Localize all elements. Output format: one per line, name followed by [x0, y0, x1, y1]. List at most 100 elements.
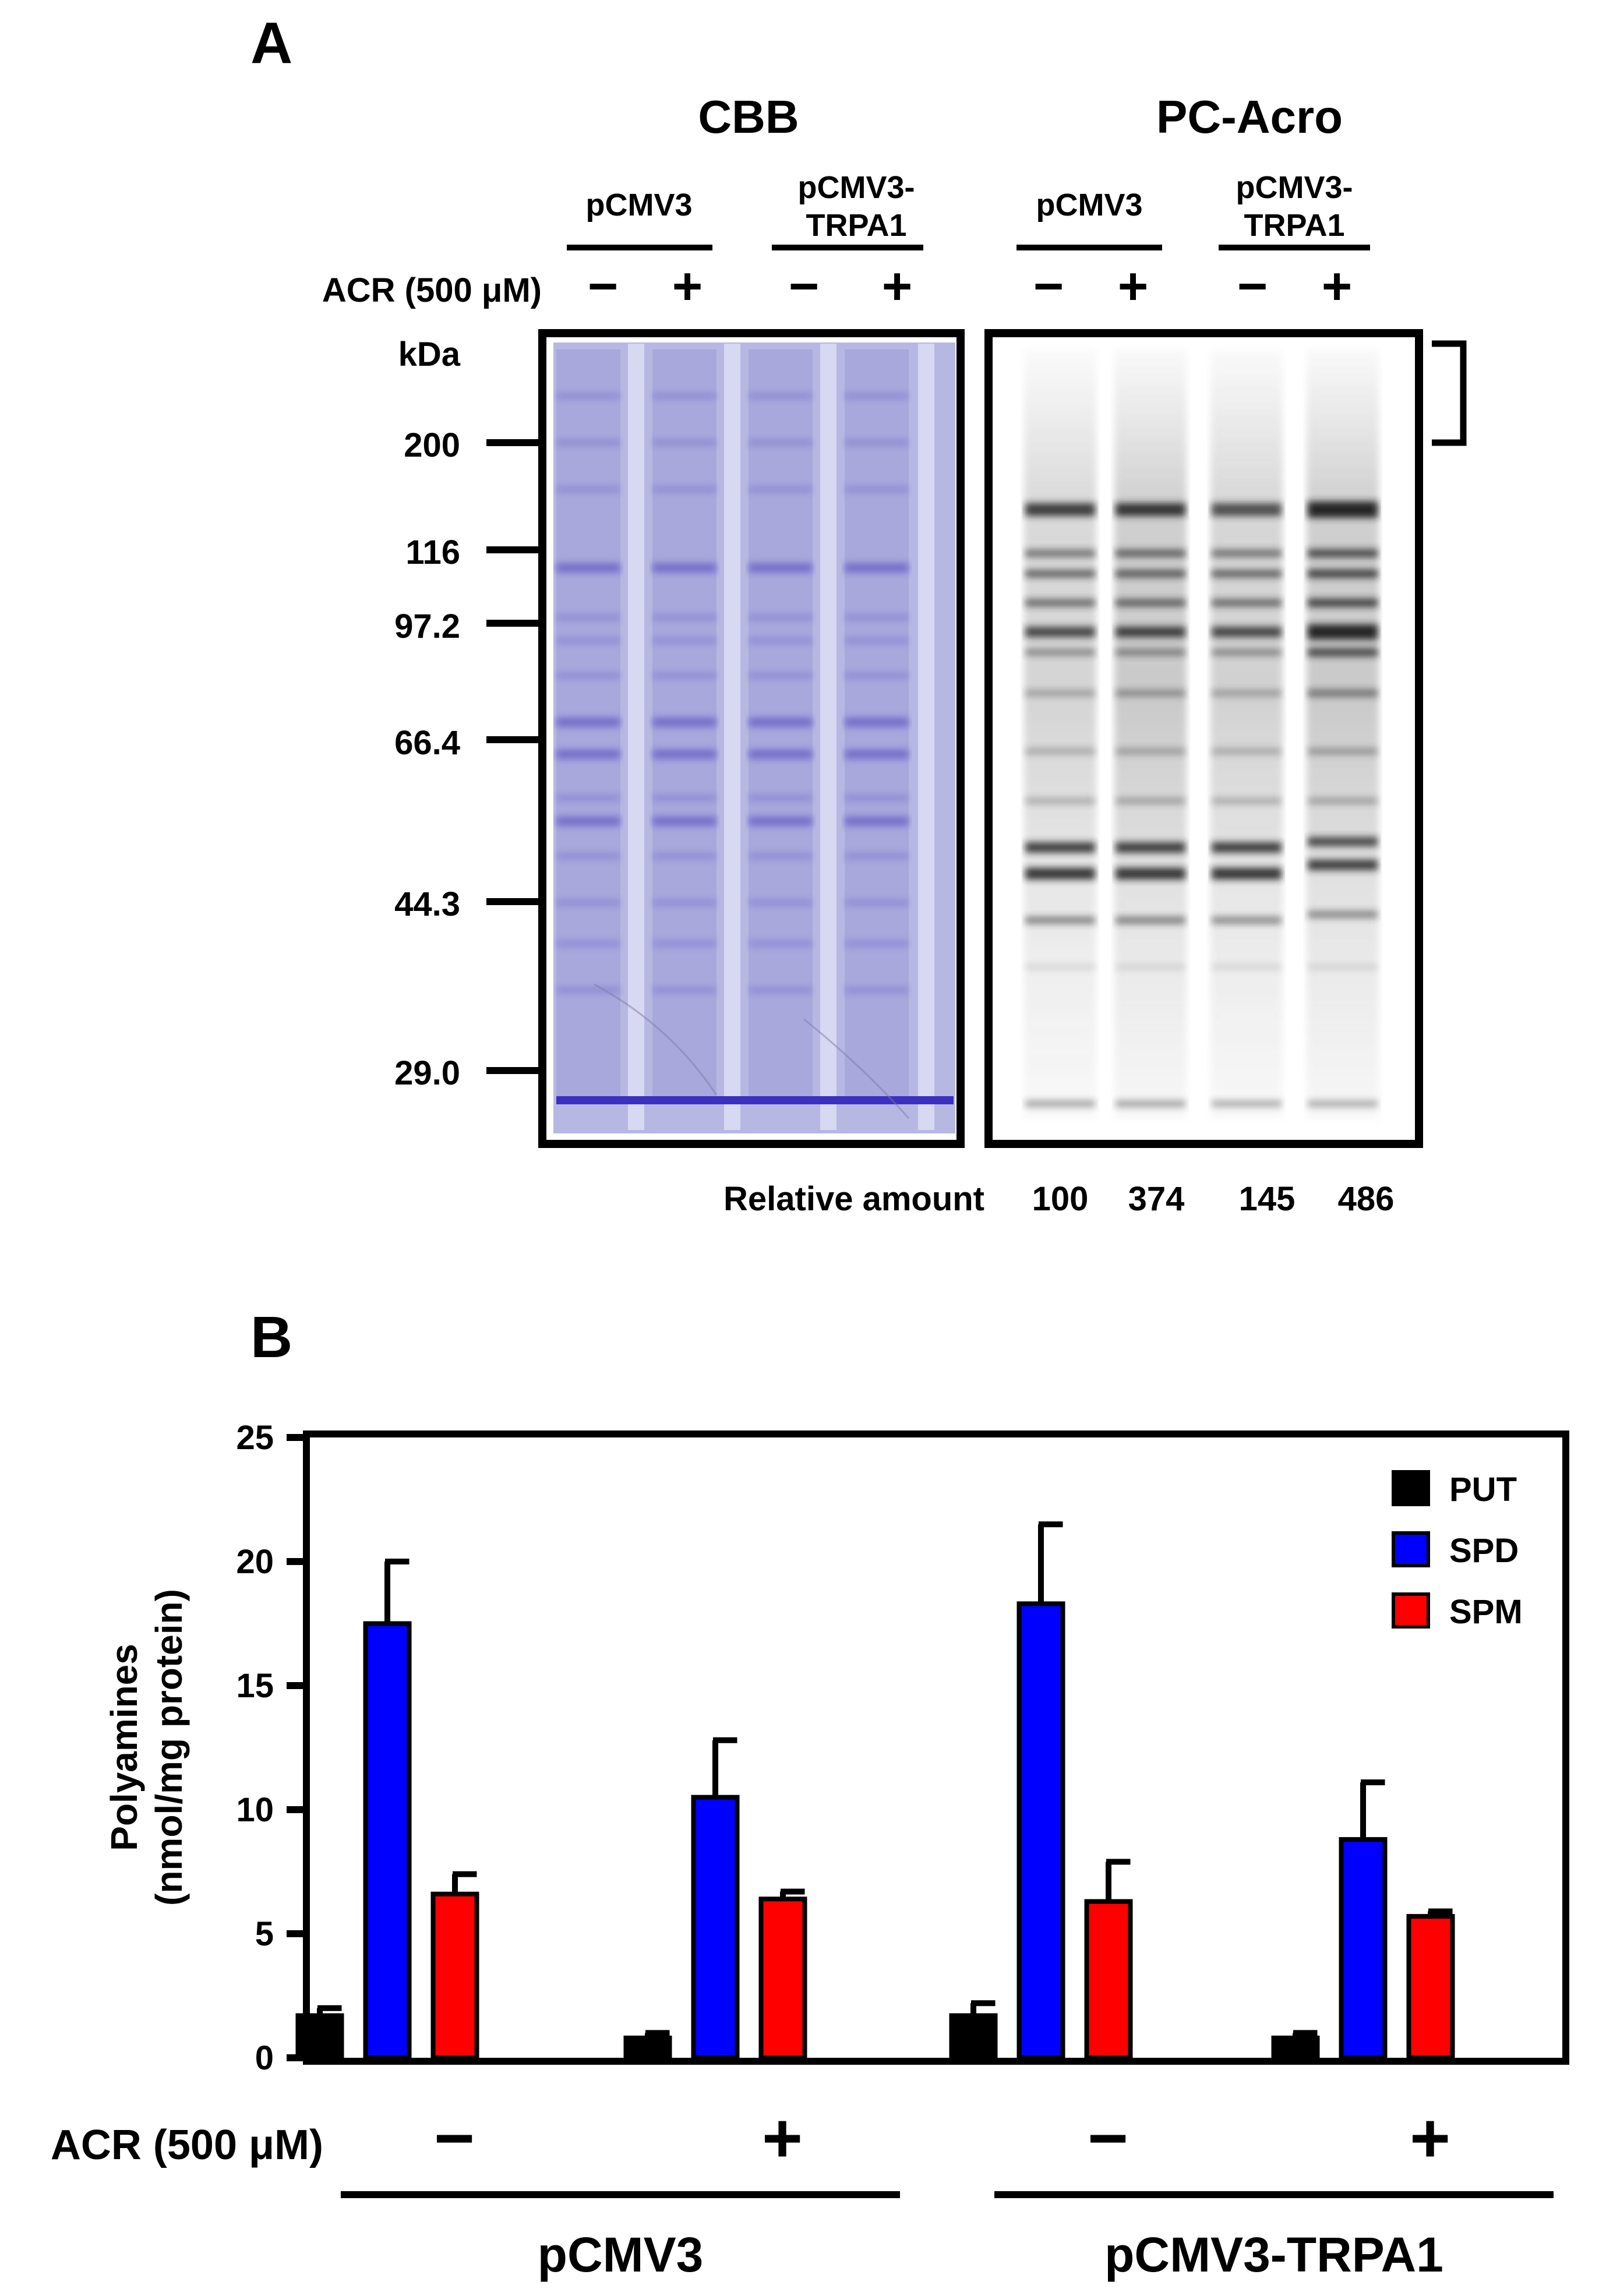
cbb-band	[845, 614, 909, 620]
cbb-band	[749, 795, 813, 801]
pcacro-lane-1	[1024, 349, 1096, 1118]
bar-group	[295, 1559, 479, 2061]
marker-tick	[486, 439, 545, 446]
marker-label: 116	[405, 534, 460, 571]
y-axis-label: Polyamines (nmol/mg protein)	[103, 1589, 190, 1906]
y-tick-label: 10	[236, 1791, 274, 1829]
legend-item-put: PUT	[1392, 1470, 1517, 1509]
lane-gap	[724, 344, 740, 1130]
group-label-pcmv3: pCMV3	[538, 2227, 704, 2282]
cbb-band	[652, 987, 716, 993]
bar-spm	[430, 1891, 479, 2061]
group-underline	[772, 245, 923, 250]
group-label-acro-trpa1-line1: pCMV3-	[1236, 170, 1353, 205]
cbb-band	[652, 718, 716, 727]
blot-band	[1025, 1101, 1095, 1107]
blot-band	[1212, 965, 1282, 969]
cbb-band	[652, 614, 716, 620]
marker-label: 66.4	[394, 724, 460, 762]
cbb-band	[556, 718, 620, 727]
cbb-band	[845, 987, 909, 993]
pcacro-blot-image	[984, 329, 1423, 1148]
bar-spd	[1016, 1601, 1065, 2060]
pcacro-title: PC-Acro	[1156, 91, 1343, 143]
cbb-band	[652, 941, 716, 946]
group-label-cbb-pcmv3: pCMV3	[585, 188, 692, 222]
treatment-sign: −	[588, 257, 619, 316]
cbb-band	[556, 440, 620, 446]
cbb-band	[845, 795, 909, 801]
legend-label: PUT	[1449, 1471, 1517, 1509]
blot-band	[1308, 798, 1378, 804]
cbb-band	[845, 563, 909, 573]
bar-put	[623, 2035, 672, 2060]
group-label-pcmv3-trpa1: pCMV3-TRPA1	[1104, 2227, 1443, 2282]
cbb-title: CBB	[698, 91, 799, 143]
cbb-band	[749, 563, 813, 573]
y-tick-label: 25	[236, 1419, 274, 1457]
y-axis-label-line1: Polyamines	[103, 1644, 145, 1851]
marker-tick	[486, 620, 545, 627]
cbb-band	[652, 750, 716, 759]
blot-band	[1308, 1101, 1378, 1107]
y-tick	[287, 1434, 310, 1441]
group-label-acro-pcmv3: pCMV3	[1036, 188, 1142, 222]
marker-66.4: 66.4	[394, 724, 545, 762]
blot-band	[1212, 1101, 1282, 1107]
treatment-sign: +	[672, 257, 703, 316]
bar-spd	[691, 1795, 740, 2060]
panel-a: A CBB PC-Acro pCMV3 pCMV3- TRPA1 pCMV3 p…	[250, 10, 1467, 1218]
blot-band	[1212, 503, 1282, 516]
blot-band	[1212, 748, 1282, 754]
cbb-band	[556, 941, 620, 946]
bar-put	[949, 2013, 998, 2061]
treatment-sign: +	[762, 2099, 803, 2177]
plot-frame	[303, 1430, 1569, 2065]
blot-band	[1212, 649, 1282, 655]
blot-band	[1308, 648, 1378, 656]
cbb-band	[652, 673, 716, 679]
blot-band	[1212, 798, 1282, 804]
blot-band	[1025, 842, 1095, 853]
blot-band	[1212, 690, 1282, 696]
blot-band	[1025, 868, 1095, 879]
cbb-band	[556, 900, 620, 906]
cbb-band	[749, 718, 813, 727]
bar-spd	[1339, 1837, 1388, 2061]
marker-44.3: 44.3	[394, 885, 545, 923]
blot-band	[1025, 503, 1095, 516]
blot-band	[1308, 837, 1378, 846]
cbb-band	[749, 673, 813, 679]
y-tick	[287, 2054, 310, 2061]
panel-a-label: A	[250, 10, 292, 76]
lane-smear	[1024, 349, 1096, 1118]
cbb-gel-image	[538, 329, 965, 1148]
cbb-band	[845, 750, 909, 759]
cbb-band	[652, 817, 716, 826]
blot-band	[1308, 599, 1378, 607]
cbb-band	[845, 941, 909, 946]
y-tick-label: 15	[236, 1667, 274, 1705]
cbb-band	[652, 795, 716, 801]
y-tick	[287, 1682, 310, 1689]
blot-band	[1116, 649, 1185, 655]
blot-band	[1025, 917, 1095, 924]
cbb-band	[556, 673, 620, 679]
marker-29.0: 29.0	[394, 1054, 545, 1092]
dye-front	[556, 1096, 954, 1104]
cbb-band	[556, 817, 620, 826]
group-label-acro-trpa1-line2: TRPA1	[1244, 208, 1344, 243]
cbb-band	[556, 563, 620, 573]
treatment-row-b: − + − +	[434, 2099, 1450, 2177]
pcacro-lane-4	[1307, 349, 1379, 1118]
treatment-sign: +	[1118, 257, 1149, 316]
cbb-band	[845, 440, 909, 446]
treatment-sign: +	[882, 257, 913, 316]
bar-group	[623, 1737, 807, 2061]
blot-band	[1212, 627, 1282, 637]
y-axis-label-line2: (nmol/mg protein)	[148, 1589, 190, 1906]
lane-gap	[628, 344, 644, 1130]
acr-label-b: ACR (500 μM)	[51, 2122, 323, 2168]
group-underline	[1219, 245, 1370, 250]
y-tick-label: 0	[255, 2039, 274, 2077]
